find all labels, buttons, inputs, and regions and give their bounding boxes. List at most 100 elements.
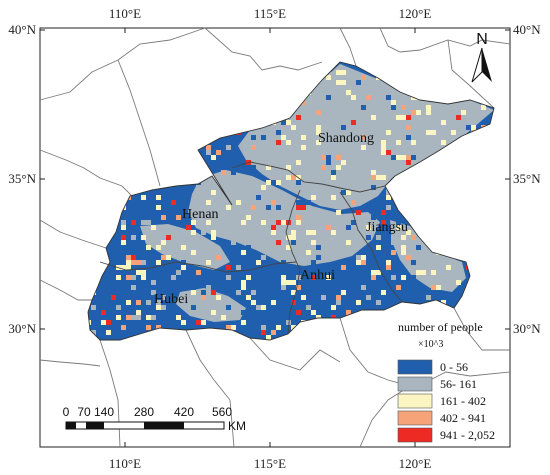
grid-cell (361, 145, 366, 150)
grid-cell (306, 210, 311, 215)
grid-cell (146, 220, 151, 225)
grid-cell (326, 95, 331, 100)
grid-cell (211, 290, 216, 295)
grid-cell (321, 100, 326, 105)
grid-cell (191, 220, 196, 225)
grid-cell (131, 220, 136, 225)
grid-cell (366, 235, 371, 240)
grid-cell (131, 260, 136, 265)
grid-cell (341, 160, 346, 165)
grid-cell (361, 105, 366, 110)
grid-cell (366, 295, 371, 300)
grid-cell (136, 285, 141, 290)
grid-cell (456, 280, 461, 285)
grid-cell (181, 265, 186, 270)
grid-cell (286, 215, 291, 220)
grid-cell (186, 225, 191, 230)
grid-cell (226, 145, 231, 150)
grid-cell (411, 155, 416, 160)
grid-cell (216, 150, 221, 155)
grid-cell (441, 300, 446, 305)
grid-cell (206, 220, 211, 225)
grid-cell (246, 135, 251, 140)
legend-swatch-0 (397, 359, 433, 375)
grid-cell (441, 120, 446, 125)
grid-cell (401, 275, 406, 280)
grid-cell (371, 270, 376, 275)
grid-cell (396, 140, 401, 145)
province-label-jiangsu: Jiangsu (366, 220, 408, 235)
grid-cell (206, 150, 211, 155)
grid-cell (136, 260, 141, 265)
grid-cell (101, 320, 106, 325)
grid-cell (356, 195, 361, 200)
grid-cell (201, 255, 206, 260)
grid-cell (416, 115, 421, 120)
grid-cell (226, 275, 231, 280)
grid-cell (341, 80, 346, 85)
grid-cell (366, 95, 371, 100)
grid-cell (331, 110, 336, 115)
lon-tick-bottom-115: 115°E (254, 456, 286, 471)
grid-cell (386, 205, 391, 210)
lat-tick-left-30: 30°N (8, 321, 36, 336)
north-arrow-label: N (476, 31, 488, 48)
grid-cell (286, 310, 291, 315)
grid-cell (311, 310, 316, 315)
lat-tick-right-30: 30°N (513, 321, 541, 336)
grid-cell (146, 245, 151, 250)
grid-cell (206, 285, 211, 290)
grid-cell (206, 260, 211, 265)
grid-cell (271, 315, 276, 320)
grid-cell (296, 310, 301, 315)
grid-cell (256, 325, 261, 330)
grid-cell (256, 310, 261, 315)
grid-cell (341, 290, 346, 295)
grid-cell (121, 325, 126, 330)
grid-cell (371, 115, 376, 120)
grid-cell (241, 310, 246, 315)
grid-cell (376, 235, 381, 240)
grid-cell (206, 145, 211, 150)
grid-cell (336, 155, 341, 160)
grid-cell (371, 185, 376, 190)
grid-cell (301, 205, 306, 210)
grid-cell (141, 260, 146, 265)
grid-cell (411, 140, 416, 145)
grid-cell (156, 225, 161, 230)
grid-cell (406, 115, 411, 120)
grid-cell (446, 265, 451, 270)
grid-cell (201, 240, 206, 245)
grid-cell (151, 290, 156, 295)
grid-cell (471, 125, 476, 130)
grid-cell (181, 260, 186, 265)
grid-cell (201, 270, 206, 275)
grid-cell (106, 305, 111, 310)
grid-cell (116, 315, 121, 320)
grid-cell (421, 270, 426, 275)
grid-cell (161, 295, 166, 300)
grid-cell (316, 120, 321, 125)
lon-tick-top-120: 120°E (399, 6, 432, 21)
grid-cell (381, 290, 386, 295)
legend-unit: ×10^3 (418, 339, 443, 350)
province-outlines (39, 27, 511, 448)
grid-cell (426, 295, 431, 300)
grid-cell (286, 235, 291, 240)
grid-cell (381, 85, 386, 90)
grid-cell (461, 105, 466, 110)
grid-cell (276, 130, 281, 135)
grid-cell (331, 230, 336, 235)
grid-cell (271, 330, 276, 335)
grid-cell (161, 305, 166, 310)
grid-cell (126, 275, 131, 280)
grid-cell (266, 180, 271, 185)
grid-cell (386, 195, 391, 200)
grid-cell (231, 170, 236, 175)
grid-cell (261, 325, 266, 330)
grid-cell (371, 180, 376, 185)
grid-cell (336, 295, 341, 300)
grid-cell (306, 245, 311, 250)
grid-cell (276, 180, 281, 185)
grid-cell (346, 115, 351, 120)
